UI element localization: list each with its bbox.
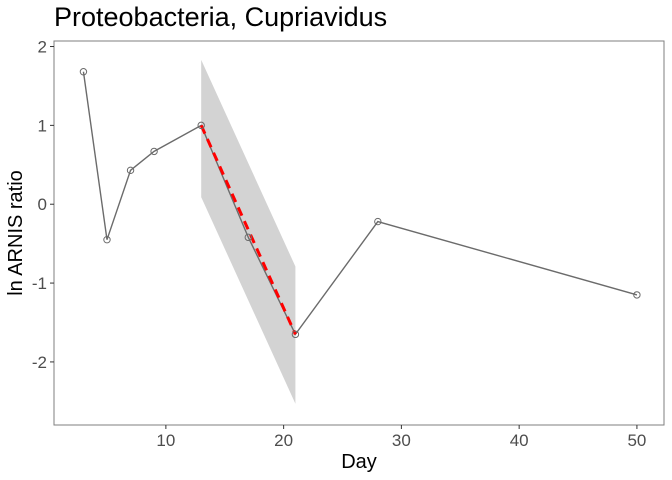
- x-tick-label: 50: [627, 431, 646, 450]
- data-point: [150, 147, 158, 156]
- x-axis-title: Day: [341, 451, 377, 473]
- data-point: [126, 166, 135, 175]
- y-tick-label: 2: [38, 38, 47, 57]
- data-point: [79, 68, 88, 76]
- x-tick-label: 40: [510, 431, 529, 450]
- data-point: [633, 291, 641, 299]
- series-line: [82, 71, 638, 336]
- data-point: [374, 217, 382, 226]
- y-tick-label: -2: [32, 353, 47, 372]
- x-tick-label: 10: [156, 431, 175, 450]
- data-point: [244, 233, 253, 242]
- data-point: [291, 330, 300, 339]
- y-tick-label: 0: [38, 195, 47, 214]
- data-point: [103, 236, 111, 244]
- panel-border: [53, 40, 665, 426]
- y-tick-label: -1: [32, 274, 47, 293]
- data-point: [197, 121, 205, 130]
- confidence-band: [201, 59, 296, 404]
- chart-title: Proteobacteria, Cupriavidus: [54, 2, 387, 32]
- fit-line: [199, 124, 297, 335]
- x-tick-label: 20: [274, 431, 293, 450]
- y-axis-title: ln ARNIS ratio: [5, 170, 27, 296]
- x-tick-label: 30: [392, 431, 411, 450]
- y-tick-label: 1: [38, 116, 47, 135]
